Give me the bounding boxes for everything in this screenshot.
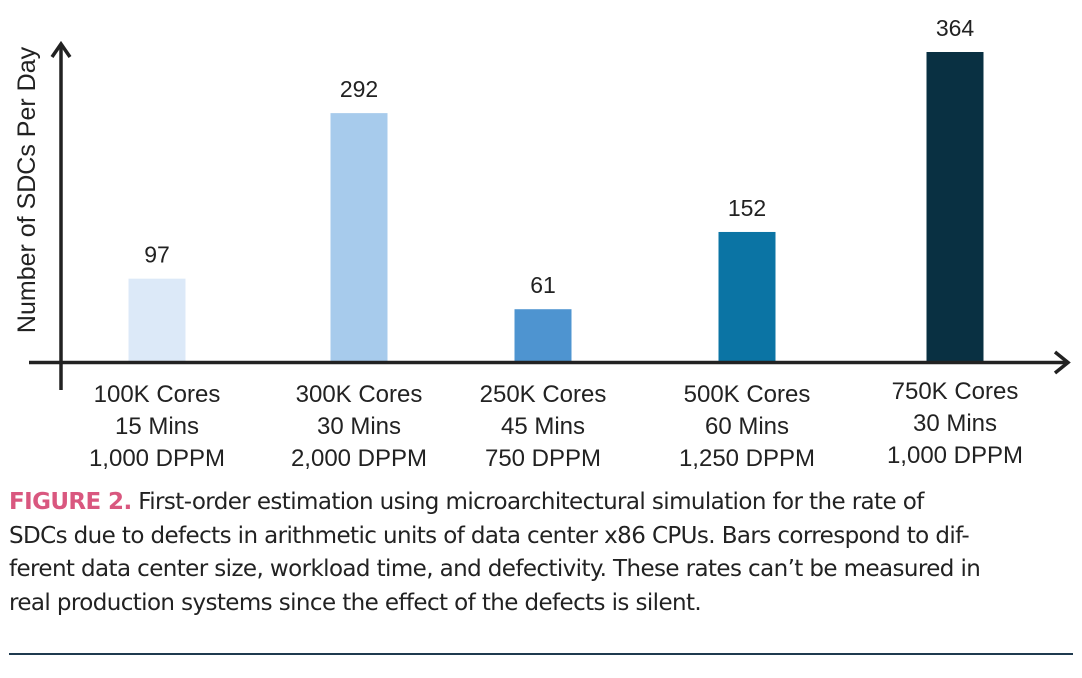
category-label-3-line-1: 250K Cores	[480, 381, 607, 408]
category-label-2-line-1: 300K Cores	[296, 381, 423, 408]
value-label-5: 364	[936, 15, 975, 41]
category-label-4-line-1: 500K Cores	[684, 381, 811, 408]
category-label-4-line-2: 60 Mins	[705, 413, 789, 440]
category-label-1-line-3: 1,000 DPPM	[89, 445, 225, 472]
category-label-5-line-2: 30 Mins	[913, 410, 997, 437]
category-label-2-line-3: 2,000 DPPM	[291, 445, 427, 472]
caption-line-2: SDCs due to defects in arithmetic units …	[9, 522, 970, 549]
category-label-5-line-1: 750K Cores	[892, 378, 1019, 405]
category-label-4-line-3: 1,250 DPPM	[679, 445, 815, 472]
figure-caption: FIGURE 2. First-order estimation using m…	[9, 486, 1079, 620]
category-label-3-line-3: 750 DPPM	[485, 445, 601, 472]
category-labels-group: 100K Cores 15 Mins 1,000 DPPM 300K Cores 30 …	[89, 378, 1023, 472]
bars-group	[128, 52, 984, 361]
caption-divider	[9, 653, 1073, 655]
bar-1	[128, 278, 186, 361]
caption-line-4: real production systems since the effect…	[9, 589, 702, 616]
category-label-5-line-3: 1,000 DPPM	[887, 442, 1023, 469]
category-label-1-line-2: 15 Mins	[115, 413, 199, 440]
caption-line-1: First-order estimation using microarchit…	[131, 489, 924, 515]
x-axis-arrow-icon	[1053, 350, 1071, 375]
bar-3	[514, 309, 572, 361]
value-label-1: 97	[144, 242, 170, 268]
y-axis-label: Number of SDCs Per Day	[13, 46, 41, 333]
caption-line-3: ferent data center size, workload time, …	[9, 556, 981, 582]
value-label-3: 61	[530, 272, 556, 298]
bar-chart: 97 292 61 152 364 100K Cores 15 Mins 1,000 DPP…	[13, 15, 1071, 472]
category-label-2-line-2: 30 Mins	[317, 413, 401, 440]
bar-5	[926, 52, 984, 361]
value-labels-group: 97 292 61 152 364	[144, 15, 974, 298]
category-label-1-line-1: 100K Cores	[94, 381, 221, 408]
value-label-2: 292	[340, 76, 378, 102]
bar-4	[718, 231, 776, 361]
category-label-3-line-2: 45 Mins	[501, 413, 585, 440]
value-label-4: 152	[728, 195, 766, 221]
figure-label: FIGURE 2.	[9, 489, 132, 515]
bar-2	[330, 113, 388, 361]
y-axis-arrow-icon	[50, 40, 72, 58]
